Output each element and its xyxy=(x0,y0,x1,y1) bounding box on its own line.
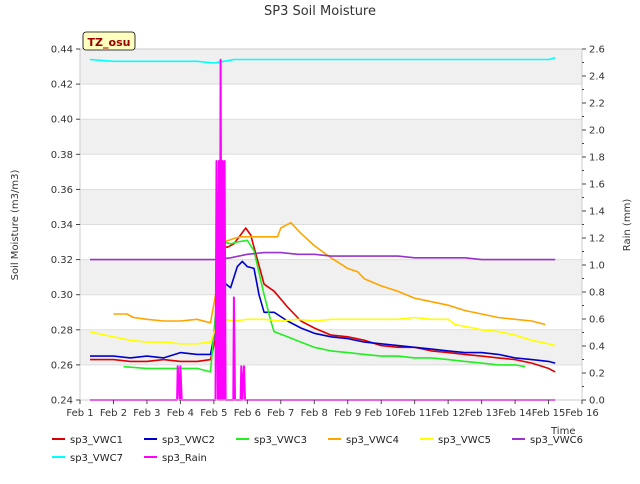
legend-label-sp3-vwc1: sp3_VWC1 xyxy=(70,435,123,446)
legend-label-sp3-vwc5: sp3_VWC5 xyxy=(438,435,491,446)
x-tick-label: Feb 9 xyxy=(334,408,361,419)
series-line-sp3-rain xyxy=(90,58,556,401)
series-line-sp3-vwc1 xyxy=(90,227,556,373)
background-band xyxy=(80,119,582,155)
y-tick-label: 0.34 xyxy=(51,220,73,231)
y-axis-label: Soil Moisture (m3/m3) xyxy=(10,170,21,281)
x-tick-label: Feb 11 xyxy=(398,408,432,419)
x-tick-label: Feb 10 xyxy=(364,408,398,419)
x-tick-label: Feb 4 xyxy=(167,408,194,419)
y2-tick-label: 2.4 xyxy=(589,72,605,83)
series-line-sp3-vwc7 xyxy=(89,57,556,64)
site-badge-text: TZ_osu xyxy=(88,36,131,49)
x-tick-label: Feb 8 xyxy=(301,408,328,419)
x-tick-label: Feb 7 xyxy=(267,408,294,419)
y2-tick-label: 2.2 xyxy=(589,99,605,110)
legend-label-sp3-rain: sp3_Rain xyxy=(162,453,207,464)
y-tick-label: 0.28 xyxy=(51,325,73,336)
legend-label-sp3-vwc6: sp3_VWC6 xyxy=(530,435,583,446)
x-tick-label: Feb 15 xyxy=(532,408,566,419)
y-tick-label: 0.40 xyxy=(51,115,73,126)
x-tick-label: Feb 13 xyxy=(465,408,499,419)
background-band xyxy=(80,259,582,295)
y-tick-label: 0.30 xyxy=(51,290,73,301)
y2-tick-label: 1.6 xyxy=(589,180,605,191)
site-badge-box xyxy=(82,31,136,51)
site-badge: TZ_osu xyxy=(82,31,136,51)
x-tick-label: Feb 5 xyxy=(200,408,227,419)
y-tick-label: 0.36 xyxy=(51,185,73,196)
x-tick-label: Feb 6 xyxy=(234,408,261,419)
y2-tick-label: 0.6 xyxy=(589,315,605,326)
legend-label-sp3-vwc4: sp3_VWC4 xyxy=(346,435,399,446)
y2-tick-label: 1.8 xyxy=(589,153,605,164)
series-line-sp3-vwc2 xyxy=(90,260,556,364)
x-tick-label: Feb 12 xyxy=(431,408,465,419)
y2-tick-label: 2.6 xyxy=(589,45,605,56)
y2-tick-label: 0.0 xyxy=(589,396,605,407)
series-layer xyxy=(89,57,556,401)
y2-axis-label: Rain (mm) xyxy=(622,199,633,252)
y-tick-label: 0.32 xyxy=(51,255,73,266)
y2-tick-label: 0.2 xyxy=(589,369,605,380)
y2-tick-label: 1.4 xyxy=(589,207,605,218)
x-tick-label: Feb 16 xyxy=(565,408,599,419)
legend-label-sp3-vwc2: sp3_VWC2 xyxy=(162,435,215,446)
y2-tick-label: 1.0 xyxy=(589,261,605,272)
background-band xyxy=(80,189,582,225)
y-tick-label: 0.26 xyxy=(51,360,73,371)
series-line-sp3-vwc4 xyxy=(113,221,546,326)
y-tick-label: 0.44 xyxy=(51,45,73,56)
series-line-sp3-vwc5 xyxy=(89,316,556,347)
y-axis-left: 0.24 0.26 0.28 0.30 0.32 0.34 0.36 0.38 0.40 0.42… xyxy=(51,45,80,407)
background-band xyxy=(80,49,582,85)
chart-title: SP3 Soil Moisture xyxy=(264,4,376,19)
legend-label-sp3-vwc3: sp3_VWC3 xyxy=(254,435,307,446)
x-tick-label: Feb 3 xyxy=(133,408,160,419)
background-bands xyxy=(80,49,582,365)
x-axis-label: Time xyxy=(550,426,575,437)
y-axis-right: 0.0 0.2 0.4 0.6 0.8 1.0 1.2 1.4 1.6 1.8 2.0 2.2 2.4 2… xyxy=(582,45,605,407)
y2-tick-label: 0.4 xyxy=(589,342,605,353)
y2-tick-label: 0.8 xyxy=(589,288,605,299)
x-tick-label: Feb 14 xyxy=(498,408,532,419)
y-tick-label: 0.24 xyxy=(51,396,73,407)
series-line-sp3-vwc6 xyxy=(90,251,556,261)
y-tick-label: 0.42 xyxy=(51,80,73,91)
series-line-sp3-vwc3 xyxy=(123,239,526,373)
x-tick-label: Feb 1 xyxy=(66,408,93,419)
x-axis: Feb 1 Feb 2 Feb 3 Feb 4 Feb 5 Feb 6 Feb 7 Feb 8… xyxy=(66,400,599,419)
legend-label-sp3-vwc7: sp3_VWC7 xyxy=(70,453,123,464)
y2-tick-label: 1.2 xyxy=(589,234,605,245)
y-tick-label: 0.38 xyxy=(51,150,73,161)
y2-tick-label: 2.0 xyxy=(589,126,605,137)
legend: sp3_VWC1 sp3_VWC2 sp3_VWC3 sp3_VWC4 sp3_VWC5… xyxy=(52,435,583,464)
x-tick-label: Feb 2 xyxy=(100,408,127,419)
